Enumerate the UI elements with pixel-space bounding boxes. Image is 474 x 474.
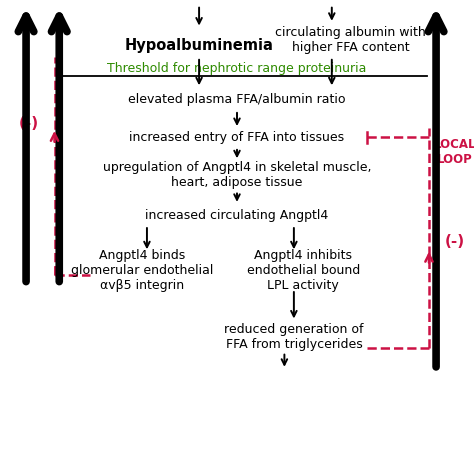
Text: LOCAL
LOOP: LOCAL LOOP — [434, 137, 474, 166]
Text: upregulation of Angptl4 in skeletal muscle,
heart, adipose tissue: upregulation of Angptl4 in skeletal musc… — [103, 161, 371, 190]
Text: reduced generation of
FFA from triglycerides: reduced generation of FFA from triglycer… — [224, 322, 364, 351]
Text: (-): (-) — [445, 234, 465, 249]
Text: Angptl4 inhibits
endothelial bound
LPL activity: Angptl4 inhibits endothelial bound LPL a… — [247, 249, 360, 292]
Text: Angptl4 binds
glomerular endothelial
αvβ5 integrin: Angptl4 binds glomerular endothelial αvβ… — [71, 249, 213, 292]
Text: circulating albumin with
higher FFA content: circulating albumin with higher FFA cont… — [275, 26, 426, 55]
Text: (-): (-) — [18, 116, 38, 131]
Text: elevated plasma FFA/albumin ratio: elevated plasma FFA/albumin ratio — [128, 93, 346, 106]
Text: increased circulating Angptl4: increased circulating Angptl4 — [146, 209, 328, 222]
Text: Threshold for nephrotic range proteinuria: Threshold for nephrotic range proteinuri… — [107, 62, 367, 75]
Text: Hypoalbuminemia: Hypoalbuminemia — [125, 37, 273, 53]
Text: increased entry of FFA into tissues: increased entry of FFA into tissues — [129, 131, 345, 144]
